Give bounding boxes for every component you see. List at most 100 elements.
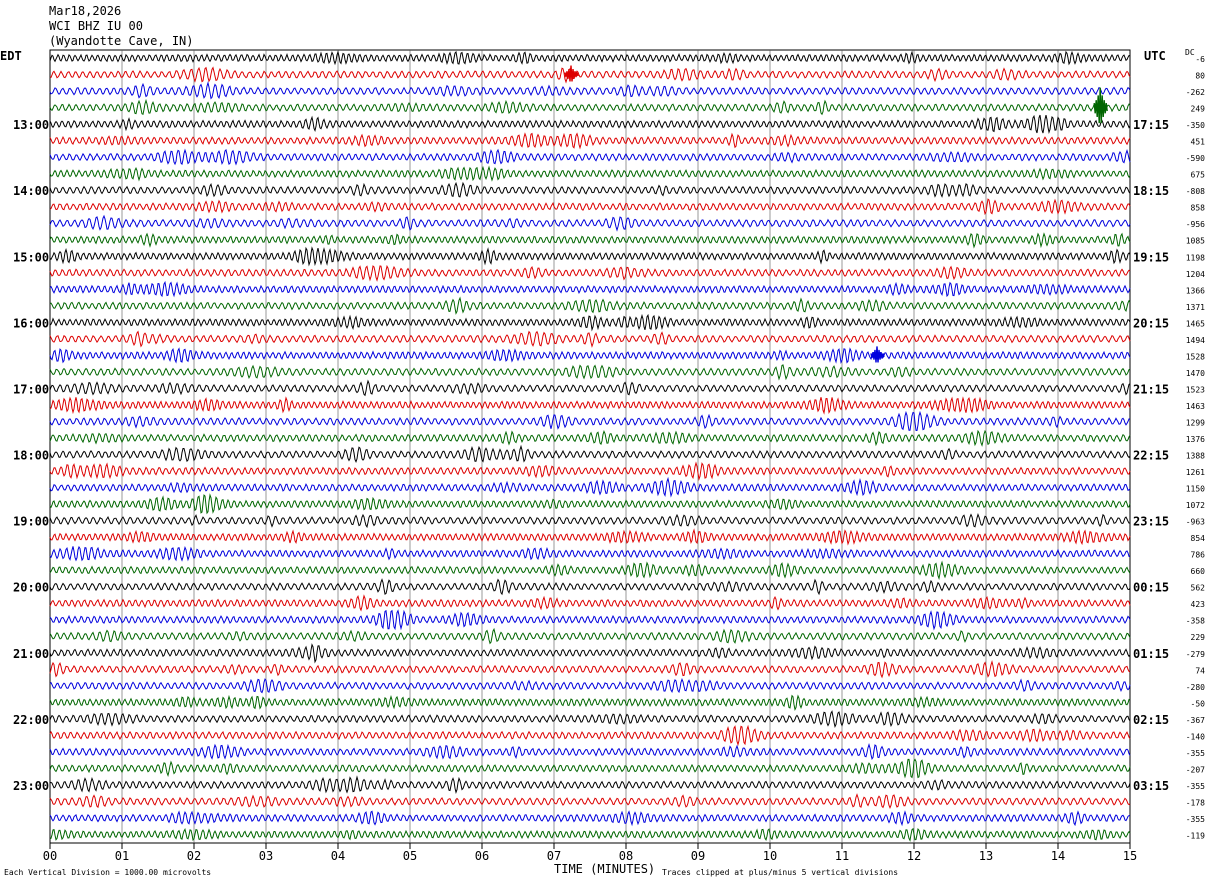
dc-offset-label: 1523 xyxy=(1186,385,1205,394)
dc-offset-label: -590 xyxy=(1186,154,1205,163)
seismic-trace xyxy=(49,827,1131,842)
dc-offset-label: 1085 xyxy=(1186,237,1205,246)
dc-offset-label: -207 xyxy=(1186,765,1205,774)
station-code: WCI BHZ IU 00 xyxy=(49,19,143,33)
seismic-trace xyxy=(49,461,1131,481)
utc-hour-label: 23:15 xyxy=(1133,515,1169,529)
seismic-trace xyxy=(49,810,1130,827)
x-tick-label: 13 xyxy=(979,849,993,863)
dc-offset-label: 1299 xyxy=(1186,418,1205,427)
x-tick-label: 04 xyxy=(331,849,345,863)
seismic-trace xyxy=(49,609,1131,631)
seismic-trace xyxy=(49,694,1131,712)
seismic-trace xyxy=(49,80,1131,100)
seismic-trace xyxy=(49,330,1131,348)
seismic-trace xyxy=(49,264,1131,282)
dc-offset-label: 562 xyxy=(1191,584,1206,593)
seismic-trace xyxy=(49,528,1131,546)
dc-offset-label: 858 xyxy=(1191,204,1206,213)
x-tick-label: 15 xyxy=(1123,849,1137,863)
dc-offset-label: 74 xyxy=(1195,666,1205,675)
dc-offset-label: -808 xyxy=(1186,187,1205,196)
dc-offset-label: -355 xyxy=(1186,815,1205,824)
seismic-trace xyxy=(49,594,1131,612)
dc-offset-label: 1204 xyxy=(1186,270,1205,279)
x-tick-label: 05 xyxy=(403,849,417,863)
dc-offset-label: -956 xyxy=(1186,220,1205,229)
seismic-event xyxy=(870,346,885,363)
x-tick-label: 01 xyxy=(115,849,129,863)
dc-offset-label: -178 xyxy=(1186,798,1205,807)
utc-hour-label: 01:15 xyxy=(1133,647,1169,661)
seismic-trace xyxy=(49,280,1131,298)
dc-offset-label: 1198 xyxy=(1186,253,1205,262)
dc-offset-label: -119 xyxy=(1186,831,1205,840)
edt-hour-label: 22:00 xyxy=(13,713,49,727)
seismic-trace xyxy=(49,379,1131,397)
plot-frame xyxy=(49,49,1131,844)
seismic-event xyxy=(564,65,579,82)
utc-hour-label: 02:15 xyxy=(1133,713,1169,727)
dc-offset-label: 675 xyxy=(1191,171,1206,180)
seismic-trace xyxy=(49,364,1131,381)
x-tick-label: 10 xyxy=(763,849,777,863)
seismic-trace xyxy=(49,560,1131,581)
x-tick-label: 14 xyxy=(1051,849,1065,863)
seismic-trace xyxy=(49,643,1131,664)
x-tick-label: 11 xyxy=(835,849,849,863)
dc-offset-label: 1371 xyxy=(1186,303,1205,312)
dc-offset-label: 1470 xyxy=(1186,369,1205,378)
dc-offset-label: -279 xyxy=(1186,650,1205,659)
seismic-trace xyxy=(49,710,1131,728)
left-timezone-label: EDT xyxy=(0,49,22,63)
seismic-event xyxy=(1093,87,1108,124)
dc-offset-label: 1150 xyxy=(1186,485,1205,494)
dc-offset-label: 1463 xyxy=(1186,402,1205,411)
seismic-trace xyxy=(49,181,1131,198)
edt-hour-label: 17:00 xyxy=(13,382,49,396)
seismic-trace xyxy=(49,246,1131,267)
seismic-trace xyxy=(49,410,1131,432)
dc-offset-label: -280 xyxy=(1186,683,1205,692)
utc-hour-label: 22:15 xyxy=(1133,449,1169,463)
seismic-trace xyxy=(49,578,1131,596)
dc-offset-label: 423 xyxy=(1191,600,1206,609)
dc-offset-label: -355 xyxy=(1186,782,1205,791)
dc-offset-label: 1494 xyxy=(1186,336,1205,345)
edt-hour-label: 21:00 xyxy=(13,647,49,661)
seismic-trace xyxy=(49,678,1131,694)
seismic-trace xyxy=(49,493,1131,515)
seismic-trace xyxy=(49,313,1131,332)
dc-offset-label: 1388 xyxy=(1186,452,1205,461)
edt-hour-label: 18:00 xyxy=(13,449,49,463)
edt-hour-label: 23:00 xyxy=(13,779,49,793)
seismic-trace xyxy=(49,396,1131,415)
chart-date: Mar18,2026 xyxy=(49,4,122,18)
edt-hour-label: 15:00 xyxy=(13,250,49,264)
dc-offset-label: -963 xyxy=(1186,518,1205,527)
dc-offset-label: -367 xyxy=(1186,716,1205,725)
utc-hour-label: 18:15 xyxy=(1133,184,1169,198)
dc-offset-label: 786 xyxy=(1191,551,1206,560)
edt-hour-label: 20:00 xyxy=(13,581,49,595)
x-tick-label: 07 xyxy=(547,849,561,863)
dc-label: DC xyxy=(1185,48,1195,57)
edt-hour-label: 13:00 xyxy=(13,118,49,132)
seismic-trace xyxy=(49,512,1131,529)
dc-offset-label: 249 xyxy=(1191,105,1206,114)
seismic-trace xyxy=(49,114,1131,135)
x-tick-label: 09 xyxy=(691,849,705,863)
dc-offset-label: 1072 xyxy=(1186,501,1205,510)
seismic-trace xyxy=(49,296,1131,315)
seismic-trace xyxy=(49,214,1131,232)
x-tick-label: 00 xyxy=(43,849,57,863)
seismic-trace xyxy=(49,758,1131,779)
seismic-trace xyxy=(49,198,1131,216)
utc-hour-label: 19:15 xyxy=(1133,250,1169,264)
x-axis-title: TIME (MINUTES) xyxy=(554,862,656,876)
seismic-trace xyxy=(49,627,1131,645)
seismic-trace xyxy=(49,724,1131,747)
seismic-trace xyxy=(49,66,1131,84)
dc-offset-label: 451 xyxy=(1191,138,1206,147)
